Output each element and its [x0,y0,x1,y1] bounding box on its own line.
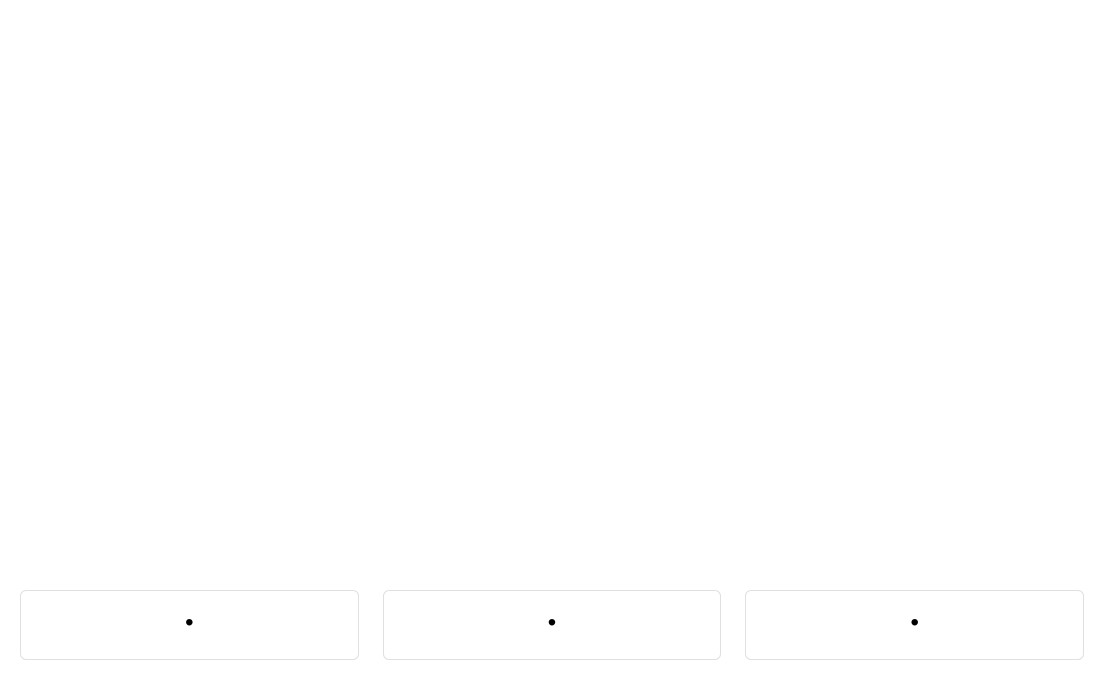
legend-max [745,590,1084,660]
legend-min [20,590,359,660]
legend-row [20,590,1084,660]
legend-min-label [33,609,346,637]
legend-max-label [758,609,1071,637]
cost-gauge [20,20,1084,580]
legend-avg-label [396,609,709,637]
legend-avg [383,590,722,660]
